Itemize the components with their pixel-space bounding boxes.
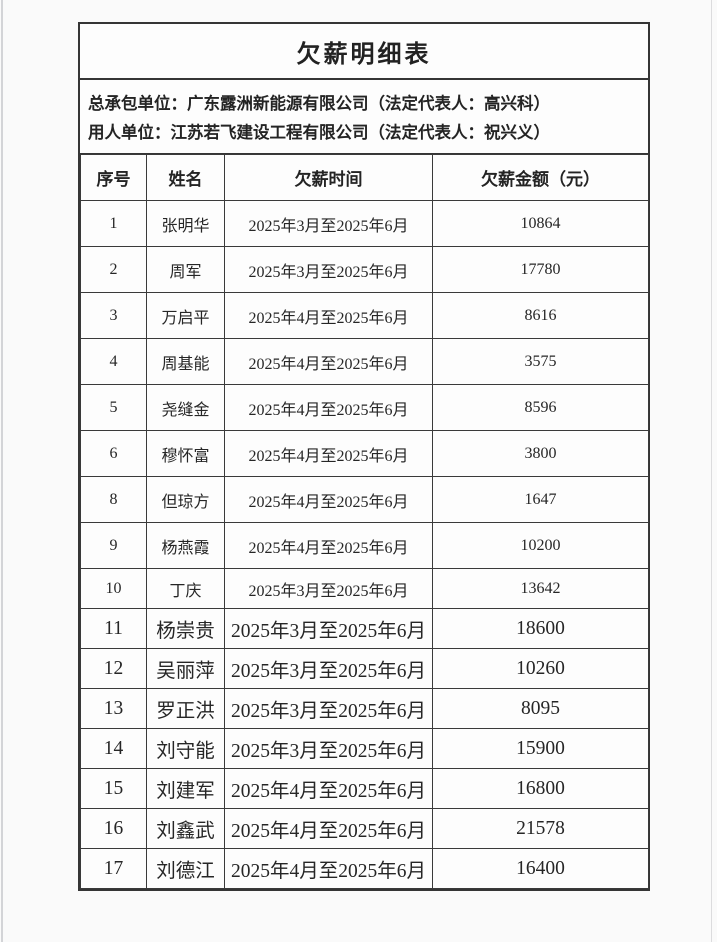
header-seq: 序号 [80,154,147,201]
employer-line: 用人单位：江苏若飞建设工程有限公司（法定代表人：祝兴义） [88,123,550,142]
cell-seq: 1 [80,200,147,247]
cell-amount: 10864 [432,200,649,247]
general-contractor-line: 总承包单位：广东露洲新能源有限公司（法定代表人：高兴科） [88,94,550,113]
cell-period: 2025年3月至2025年6月 [224,200,433,247]
table-row: 1 张明华 2025年3月至2025年6月 10864 [80,200,649,247]
cell-period: 2025年4月至2025年6月 [224,430,433,477]
cell-name: 刘建军 [146,768,225,809]
table-row: 3 万启平 2025年4月至2025年6月 8616 [80,292,649,339]
table-row: 6 穆怀富 2025年4月至2025年6月 3800 [80,430,649,477]
table-body: 1 张明华 2025年3月至2025年6月 10864 2 周军 2025年3月至2025年… [80,200,649,889]
header-name: 姓名 [146,154,225,201]
table-row: 17 刘德江 2025年4月至2025年6月 16400 [80,848,649,889]
cell-amount: 16400 [432,848,649,889]
cell-name: 罗正洪 [146,688,225,729]
table-row: 10 丁庆 2025年3月至2025年6月 13642 [80,568,649,609]
cell-amount: 8596 [432,384,649,431]
cell-period: 2025年4月至2025年6月 [224,808,433,849]
table-row: 14 刘守能 2025年3月至2025年6月 15900 [80,728,649,769]
table-row: 12 吴丽萍 2025年3月至2025年6月 10260 [80,648,649,689]
table-row: 8 但琼方 2025年4月至2025年6月 1647 [80,476,649,523]
cell-name: 杨崇贵 [146,608,225,649]
cell-seq: 14 [80,728,147,769]
cell-amount: 17780 [432,246,649,293]
cell-seq: 5 [80,384,147,431]
cell-seq: 2 [80,246,147,293]
header-row: 序号 姓名 欠薪时间 欠薪金额（元） [80,154,649,201]
table-row: 16 刘鑫武 2025年4月至2025年6月 21578 [80,808,649,849]
cell-name: 刘鑫武 [146,808,225,849]
cell-amount: 1647 [432,476,649,523]
cell-name: 万启平 [146,292,225,339]
scan-edge-left [1,0,3,942]
wage-arrears-table: 序号 姓名 欠薪时间 欠薪金额（元） 1 张明华 2025年3月至2025年6月 10… [80,154,649,889]
document-title: 欠薪明细表 [80,24,648,80]
cell-period: 2025年4月至2025年6月 [224,476,433,523]
cell-amount: 10200 [432,522,649,569]
cell-seq: 9 [80,522,147,569]
cell-period: 2025年3月至2025年6月 [224,568,433,609]
wage-arrears-document: 欠薪明细表 总承包单位：广东露洲新能源有限公司（法定代表人：高兴科） 用人单位：… [78,22,650,891]
cell-name: 但琼方 [146,476,225,523]
cell-seq: 16 [80,808,147,849]
cell-amount: 18600 [432,608,649,649]
cell-period: 2025年3月至2025年6月 [224,728,433,769]
table-row: 11 杨崇贵 2025年3月至2025年6月 18600 [80,608,649,649]
cell-seq: 12 [80,648,147,689]
cell-seq: 8 [80,476,147,523]
header-period: 欠薪时间 [224,154,433,201]
cell-amount: 15900 [432,728,649,769]
cell-name: 刘德江 [146,848,225,889]
cell-period: 2025年4月至2025年6月 [224,384,433,431]
cell-name: 吴丽萍 [146,648,225,689]
unit-info-section: 总承包单位：广东露洲新能源有限公司（法定代表人：高兴科） 用人单位：江苏若飞建设… [80,80,648,154]
cell-seq: 6 [80,430,147,477]
cell-name: 周军 [146,246,225,293]
cell-period: 2025年4月至2025年6月 [224,768,433,809]
cell-amount: 3800 [432,430,649,477]
cell-seq: 10 [80,568,147,609]
cell-seq: 4 [80,338,147,385]
cell-amount: 13642 [432,568,649,609]
cell-seq: 13 [80,688,147,729]
scan-edge-right [711,0,712,942]
cell-period: 2025年3月至2025年6月 [224,648,433,689]
cell-period: 2025年4月至2025年6月 [224,338,433,385]
table-row: 4 周基能 2025年4月至2025年6月 3575 [80,338,649,385]
table-row: 9 杨燕霞 2025年4月至2025年6月 10200 [80,522,649,569]
cell-seq: 3 [80,292,147,339]
cell-name: 尧缝金 [146,384,225,431]
cell-seq: 11 [80,608,147,649]
cell-period: 2025年4月至2025年6月 [224,522,433,569]
table-row: 2 周军 2025年3月至2025年6月 17780 [80,246,649,293]
cell-amount: 21578 [432,808,649,849]
cell-amount: 8616 [432,292,649,339]
cell-amount: 8095 [432,688,649,729]
cell-period: 2025年3月至2025年6月 [224,608,433,649]
cell-seq: 17 [80,848,147,889]
table-header: 序号 姓名 欠薪时间 欠薪金额（元） [80,154,649,201]
cell-period: 2025年4月至2025年6月 [224,848,433,889]
cell-name: 周基能 [146,338,225,385]
cell-period: 2025年3月至2025年6月 [224,688,433,729]
cell-amount: 3575 [432,338,649,385]
cell-amount: 16800 [432,768,649,809]
cell-name: 刘守能 [146,728,225,769]
cell-name: 杨燕霞 [146,522,225,569]
cell-period: 2025年3月至2025年6月 [224,246,433,293]
header-amount: 欠薪金额（元） [432,154,649,201]
cell-name: 丁庆 [146,568,225,609]
cell-period: 2025年4月至2025年6月 [224,292,433,339]
table-row: 13 罗正洪 2025年3月至2025年6月 8095 [80,688,649,729]
cell-name: 穆怀富 [146,430,225,477]
cell-amount: 10260 [432,648,649,689]
table-row: 5 尧缝金 2025年4月至2025年6月 8596 [80,384,649,431]
cell-seq: 15 [80,768,147,809]
cell-name: 张明华 [146,200,225,247]
table-row: 15 刘建军 2025年4月至2025年6月 16800 [80,768,649,809]
